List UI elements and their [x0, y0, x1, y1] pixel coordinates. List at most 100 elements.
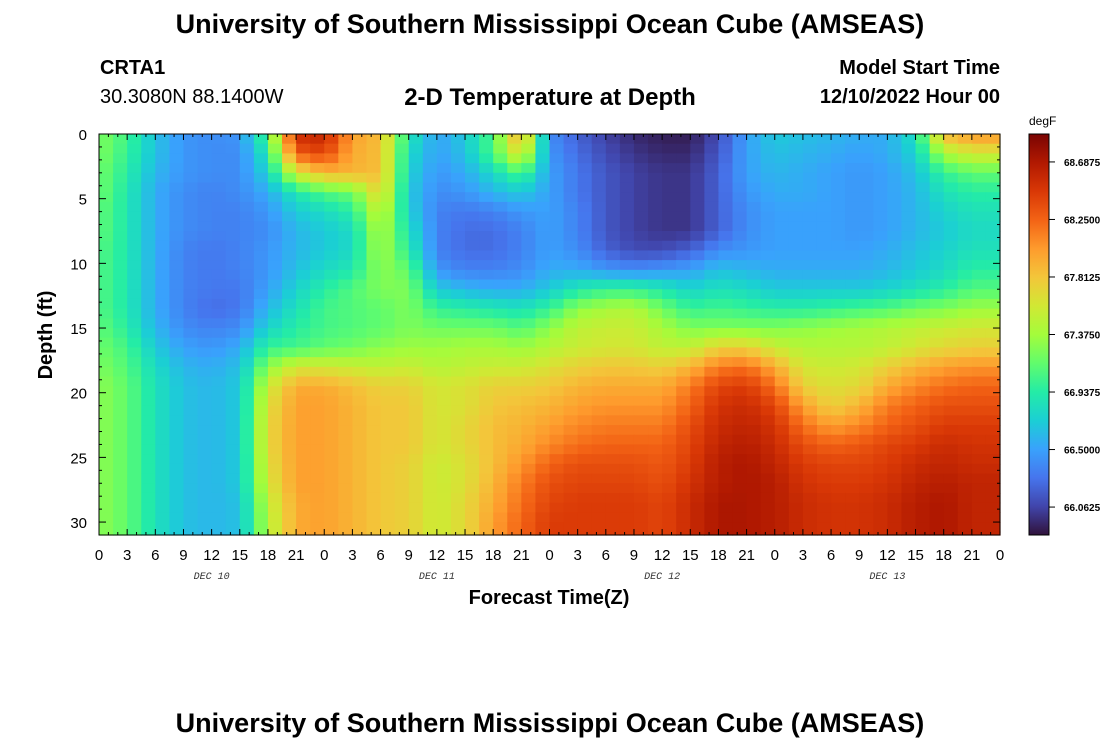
- heatmap-cell: [310, 512, 325, 523]
- heatmap-cell: [676, 318, 691, 329]
- heatmap-cell: [352, 531, 368, 536]
- heatmap-cell: [141, 512, 156, 523]
- heatmap-cell: [831, 444, 846, 455]
- heatmap-cell: [99, 153, 114, 164]
- heatmap-cell: [127, 201, 142, 213]
- heatmap-cell: [915, 250, 931, 261]
- heatmap-cell: [535, 308, 551, 319]
- heatmap-cell: [985, 473, 1001, 484]
- heatmap-cell: [493, 347, 508, 358]
- heatmap-cell: [479, 318, 494, 329]
- heatmap-cell: [774, 502, 790, 513]
- heatmap-cell: [267, 289, 283, 300]
- heatmap-cell: [282, 201, 297, 213]
- heatmap-cell: [141, 153, 156, 164]
- heatmap-cell: [577, 201, 593, 213]
- heatmap-cell: [352, 250, 368, 261]
- heatmap-cell: [169, 328, 185, 339]
- heatmap-cell: [845, 318, 860, 329]
- heatmap-cell: [141, 386, 156, 397]
- heatmap-cell: [338, 366, 354, 378]
- heatmap-cell: [267, 357, 283, 368]
- heatmap-cell: [338, 405, 354, 416]
- heatmap-cell: [394, 221, 410, 232]
- heatmap-cell: [605, 395, 621, 407]
- heatmap-cell: [479, 289, 494, 300]
- heatmap-cell: [324, 522, 339, 533]
- heatmap-cell: [802, 434, 818, 446]
- heatmap-cell: [915, 463, 931, 475]
- heatmap-cell: [774, 201, 790, 213]
- heatmap-cell: [521, 328, 537, 339]
- heatmap-cell: [732, 201, 748, 213]
- heatmap-cell: [155, 463, 170, 475]
- heatmap-cell: [380, 512, 396, 523]
- heatmap-cell: [915, 425, 931, 436]
- heatmap-cell: [253, 279, 269, 290]
- heatmap-cell: [521, 211, 537, 222]
- heatmap-cell: [493, 444, 508, 455]
- heatmap-cell: [929, 463, 945, 475]
- heatmap-cell: [338, 395, 354, 407]
- heatmap-cell: [591, 347, 607, 358]
- heatmap-cell: [915, 163, 931, 174]
- heatmap-cell: [99, 425, 114, 436]
- heatmap-cell: [760, 182, 776, 193]
- heatmap-cell: [239, 366, 255, 378]
- heatmap-cell: [915, 328, 931, 339]
- heatmap-cell: [155, 502, 170, 513]
- heatmap-cell: [479, 357, 494, 368]
- heatmap-cell: [845, 192, 860, 203]
- heatmap-cell: [267, 395, 283, 407]
- heatmap-cell: [831, 357, 846, 368]
- heatmap-cell: [366, 376, 382, 387]
- heatmap-cell: [648, 483, 663, 494]
- heatmap-cell: [577, 318, 593, 329]
- heatmap-cell: [324, 221, 339, 232]
- heatmap-cell: [648, 289, 663, 300]
- heatmap-cell: [436, 269, 452, 281]
- heatmap-cell: [535, 134, 551, 145]
- heatmap-cell: [690, 463, 705, 475]
- heatmap-cell: [760, 425, 776, 436]
- heatmap-cell: [676, 221, 691, 232]
- heatmap-cell: [450, 492, 466, 504]
- heatmap-cell: [211, 153, 227, 164]
- heatmap-cell: [507, 454, 522, 465]
- heatmap-cell: [507, 318, 522, 329]
- heatmap-cell: [408, 211, 424, 222]
- heatmap-cell: [943, 502, 959, 513]
- heatmap-cell: [521, 463, 537, 475]
- heatmap-cell: [197, 347, 213, 358]
- heatmap-cell: [887, 357, 903, 368]
- heatmap-cell: [563, 531, 579, 536]
- heatmap-cell: [788, 483, 804, 494]
- heatmap-cell: [127, 192, 142, 203]
- heatmap-cell: [338, 357, 354, 368]
- heatmap-cell: [338, 182, 354, 193]
- heatmap-cell: [521, 405, 537, 416]
- heatmap-cell: [676, 172, 691, 184]
- heatmap-cell: [718, 211, 734, 222]
- heatmap-cell: [408, 221, 424, 232]
- heatmap-cell: [296, 192, 311, 203]
- heatmap-cell: [282, 395, 297, 407]
- heatmap-cell: [957, 357, 973, 368]
- heatmap-cell: [155, 163, 170, 174]
- heatmap-cell: [422, 240, 438, 252]
- heatmap-cell: [535, 211, 551, 222]
- heatmap-cell: [971, 201, 987, 213]
- heatmap-cell: [267, 143, 283, 154]
- heatmap-cell: [746, 512, 762, 523]
- heatmap-cell: [648, 192, 663, 203]
- heatmap-cell: [704, 221, 720, 232]
- day-label: DEC 13: [869, 572, 905, 583]
- heatmap-cell: [141, 434, 156, 446]
- heatmap-cell: [549, 522, 565, 533]
- heatmap-cell: [493, 483, 508, 494]
- heatmap-cell: [887, 454, 903, 465]
- heatmap-cell: [690, 289, 705, 300]
- x-axis-label: Forecast Time(Z): [469, 587, 630, 609]
- heatmap-cell: [479, 434, 494, 446]
- heatmap-cell: [943, 279, 959, 290]
